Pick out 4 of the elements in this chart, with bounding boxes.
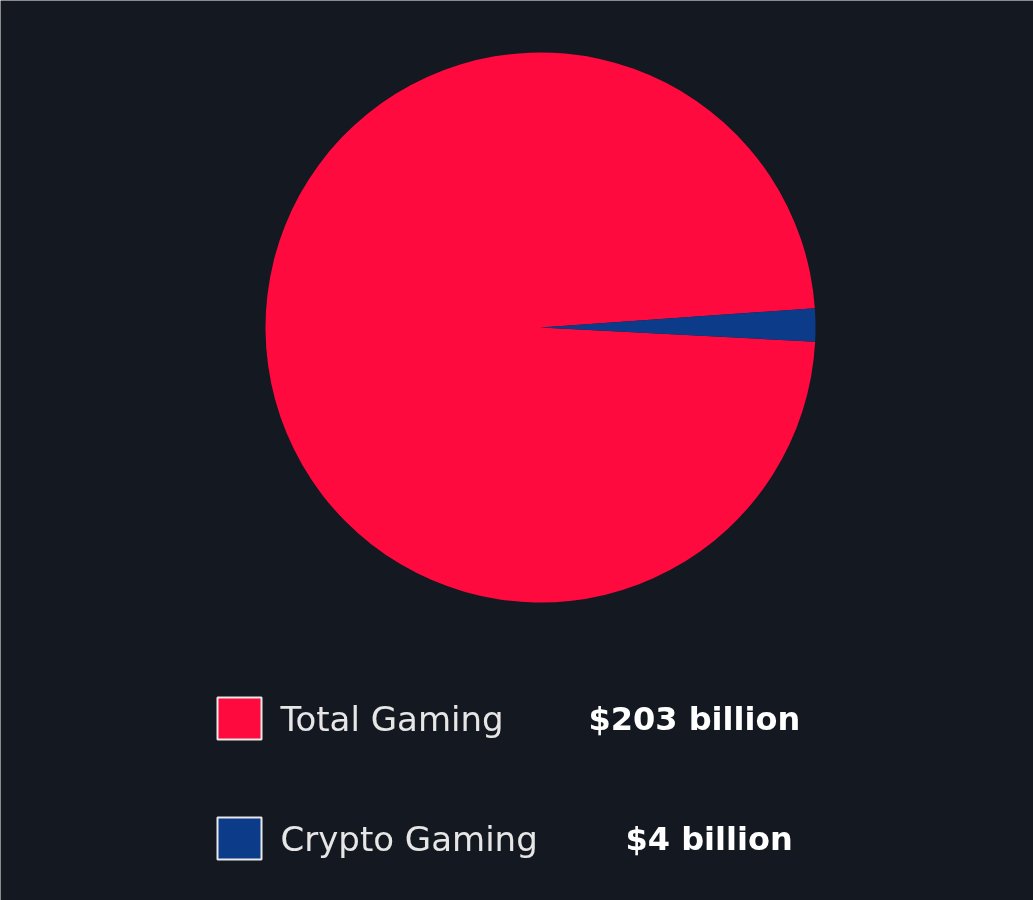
legend-label: Total Gaming xyxy=(279,698,504,739)
data-label: $203 billion xyxy=(588,699,801,738)
data-label: $4 billion xyxy=(625,819,793,858)
legend-label: Crypto Gaming xyxy=(280,818,538,859)
